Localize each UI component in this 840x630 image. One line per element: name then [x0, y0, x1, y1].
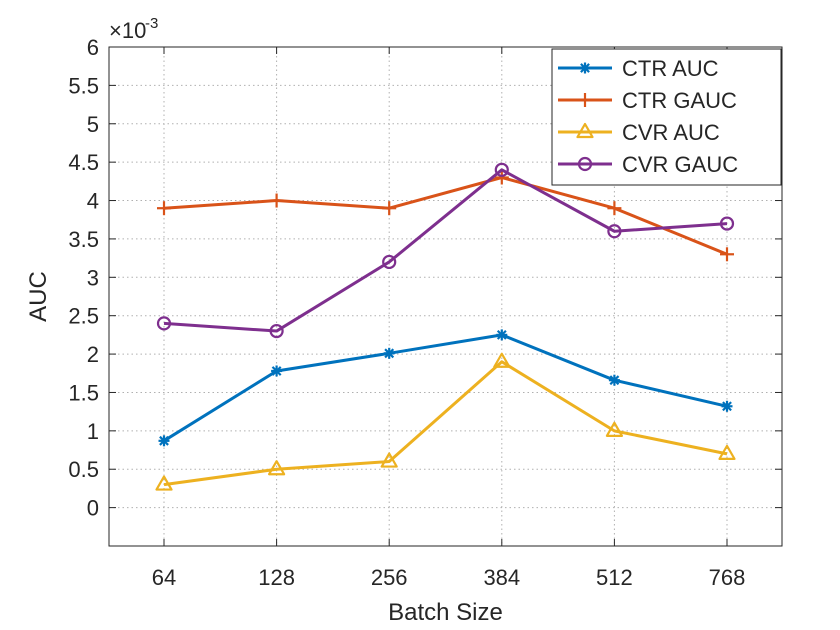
- data-point-ctr-auc: [608, 374, 620, 386]
- data-point-cvr-gauc: [719, 216, 735, 231]
- y-tick-label: 1: [87, 419, 99, 444]
- data-point-ctr-auc: [383, 347, 395, 359]
- y-tick-label: 4.5: [68, 150, 99, 175]
- y-tick-label: 1.5: [68, 380, 99, 405]
- x-tick-label: 128: [258, 565, 295, 590]
- series-line-cvr-auc: [163, 360, 728, 487]
- legend-item-cvr-gauc: CVR GAUC: [558, 152, 738, 177]
- legend-item-ctr-auc: CTR AUC: [558, 56, 719, 81]
- data-point-cvr-auc: [493, 352, 511, 368]
- data-point-ctr-gauc: [157, 201, 171, 216]
- y-axis-label: AUC: [25, 271, 52, 322]
- data-point-ctr-auc-d2: [722, 401, 732, 412]
- series-cvr-gauc: [156, 162, 735, 339]
- data-point-ctr-gauc: [494, 170, 509, 185]
- series-group: [155, 162, 736, 491]
- data-point-cvr-gauc: [382, 254, 397, 270]
- legend-label-cvr-auc: CVR AUC: [622, 120, 720, 145]
- series-ctr-auc: [158, 329, 733, 447]
- data-point-ctr-gauc: [720, 247, 734, 262]
- legend-item-ctr-gauc: CTR GAUC: [558, 88, 737, 113]
- data-point-cvr-auc: [718, 444, 736, 460]
- x-tick-label: 384: [483, 565, 520, 590]
- y-axis-multiplier: ×10 -3: [109, 15, 158, 43]
- data-point-ctr-auc: [271, 365, 283, 377]
- data-point-ctr-auc-d2: [496, 329, 507, 340]
- data-point-cvr-auc: [268, 460, 286, 476]
- x-tick-label: 768: [709, 565, 746, 590]
- y-multiplier-exponent: -3: [145, 15, 158, 32]
- data-point-cvr-gauc: [269, 323, 284, 339]
- data-point-ctr-auc: [158, 435, 170, 447]
- data-point-ctr-auc: [496, 329, 508, 341]
- y-multiplier-base: ×10: [109, 18, 146, 43]
- series-line-cvr-gauc: [163, 168, 728, 333]
- data-point-cvr-auc: [605, 421, 624, 437]
- y-tick-label: 2.5: [68, 304, 99, 329]
- legend-item-cvr-auc: CVR AUC: [558, 120, 720, 145]
- series-cvr-auc: [155, 352, 736, 491]
- y-tick-label: 0: [87, 496, 99, 521]
- legend-marker-ctr-auc: [579, 62, 591, 74]
- legend-label-cvr-gauc: CVR GAUC: [622, 152, 738, 177]
- x-axis-label: Batch Size: [388, 599, 503, 626]
- x-tick-label: 256: [371, 565, 408, 590]
- legend-label-ctr-gauc: CTR GAUC: [622, 88, 737, 113]
- data-point-cvr-gauc: [494, 162, 509, 177]
- x-tick-label: 512: [596, 565, 633, 590]
- data-point-ctr-auc-d2: [159, 435, 169, 446]
- y-tick-label: 6: [87, 35, 99, 60]
- data-point-cvr-gauc: [607, 224, 622, 239]
- data-point-cvr-auc: [380, 452, 398, 468]
- data-point-ctr-gauc: [269, 193, 284, 208]
- data-point-cvr-auc: [155, 475, 173, 491]
- legend: CTR AUC CTR GAUC CVR AUC CVR GAUC: [551, 48, 782, 186]
- legend-marker-cvr-gauc: [577, 156, 593, 172]
- y-tick-label: 3.5: [68, 227, 99, 252]
- data-point-ctr-gauc: [382, 201, 397, 216]
- axis-ticks: 0 0.5 1 1.5 2 2.5 3 3.5 4 4.5 5 5.5 6 64 128 256 384 512 7…: [68, 35, 782, 590]
- legend-marker-ctr-gauc: [578, 93, 592, 107]
- x-tick-label: 64: [152, 565, 176, 590]
- data-point-ctr-gauc: [607, 201, 622, 216]
- y-tick-label: 5: [87, 112, 99, 137]
- y-tick-label: 0.5: [68, 457, 99, 482]
- legend-marker-ctr-auc-d2: [580, 63, 590, 73]
- series-line-ctr-gauc: [163, 176, 728, 256]
- y-tick-label: 3: [87, 265, 99, 290]
- axes-box: [108, 46, 783, 547]
- legend-marker-cvr-auc: [576, 122, 594, 139]
- data-point-ctr-auc: [721, 400, 733, 412]
- data-point-ctr-auc-d2: [384, 348, 395, 359]
- series-line-ctr-auc: [163, 333, 728, 443]
- data-point-cvr-gauc: [156, 316, 172, 331]
- series-ctr-gauc: [157, 170, 734, 262]
- y-tick-label: 4: [87, 189, 99, 214]
- data-point-ctr-auc-d2: [271, 366, 282, 376]
- data-point-ctr-auc-d2: [609, 375, 620, 386]
- y-tick-label: 2: [87, 342, 99, 367]
- y-tick-label: 5.5: [68, 73, 99, 98]
- legend-label-ctr-auc: CTR AUC: [622, 56, 719, 81]
